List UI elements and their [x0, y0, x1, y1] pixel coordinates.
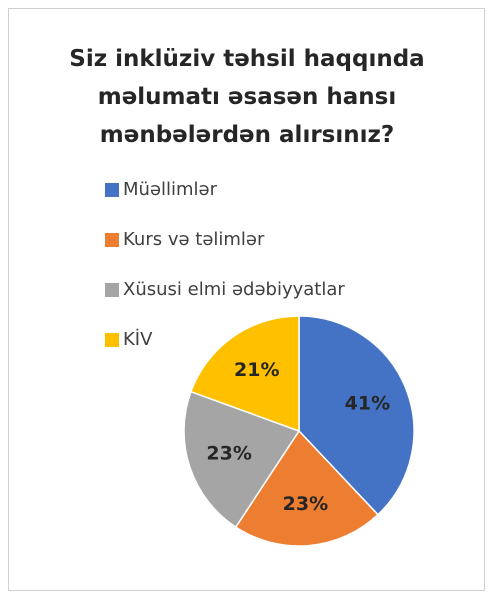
legend-label: Müəllimlər [123, 179, 218, 200]
legend-label: Xüsusi elmi ədəbiyyatlar [123, 279, 345, 300]
legend-label: Kurs və təlimlər [123, 229, 265, 250]
legend-swatch [105, 233, 119, 247]
chart-title: Siz inklüziv təhsil haqqında məlumatı əs… [69, 46, 425, 148]
slice-label: 23% [206, 443, 251, 465]
legend-label: KİV [123, 329, 153, 350]
pie-slice [183, 390, 301, 529]
chart-border [8, 8, 485, 591]
pie-slice [298, 315, 415, 516]
legend-swatch [105, 283, 119, 297]
slice-label: 21% [234, 359, 279, 381]
pie-slice [234, 429, 379, 547]
slice-label: 23% [283, 493, 328, 515]
slice-label: 41% [345, 392, 390, 414]
pie-slice [189, 315, 300, 433]
legend-swatch [105, 183, 119, 197]
legend-swatch [105, 333, 119, 347]
